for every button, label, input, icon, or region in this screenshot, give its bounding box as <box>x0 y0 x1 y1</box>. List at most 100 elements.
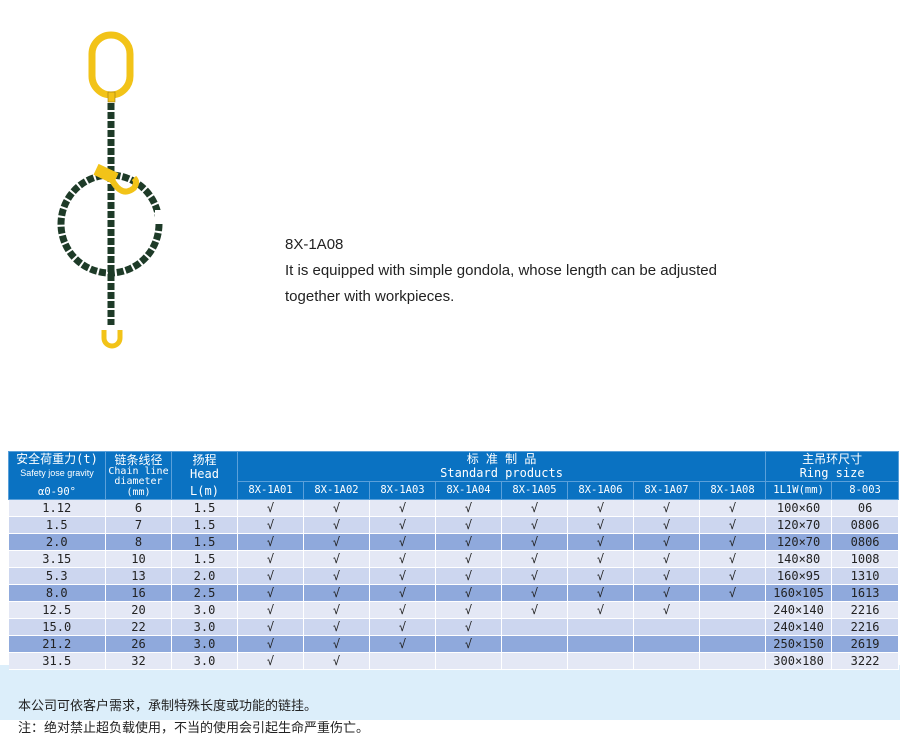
cell-check <box>567 652 634 670</box>
table-row: 2.0 8 1.5 √ √ √ √ √ √ √ √ 120×70 0806 <box>8 533 900 551</box>
cell-check: √ <box>237 584 304 602</box>
cell-check: √ <box>567 533 634 551</box>
cell-load: 3.15 <box>8 550 106 568</box>
cell-check: √ <box>237 550 304 568</box>
cell-check: √ <box>633 499 700 517</box>
cell-diameter: 6 <box>105 499 172 517</box>
cell-load: 5.3 <box>8 567 106 585</box>
table-row: 21.2 26 3.0 √ √ √ √ 250×150 2619 <box>8 635 900 653</box>
cell-load: 15.0 <box>8 618 106 636</box>
cell-diameter: 32 <box>105 652 172 670</box>
cell-check: √ <box>435 533 502 551</box>
cell-ring-size: 250×150 <box>765 635 833 653</box>
cell-diameter: 8 <box>105 533 172 551</box>
cell-load: 2.0 <box>8 533 106 551</box>
cell-check <box>633 635 700 653</box>
master-ring-icon <box>88 31 134 103</box>
cell-ring-size: 160×105 <box>765 584 833 602</box>
cell-check: √ <box>501 533 568 551</box>
note-custom: 本公司可依客户需求，承制特殊长度或功能的链挂。 <box>18 699 318 714</box>
header-load: 安全荷重力(t) Safety jose gravity α0-90° <box>8 451 106 500</box>
header-diameter: 链条线径 Chain line diameter (mm) <box>105 451 172 500</box>
cell-check: √ <box>567 516 634 534</box>
header-diameter-unit: (mm) <box>126 487 151 498</box>
cell-ring-size: 300×180 <box>765 652 833 670</box>
header-standard-cn: 标 准 制 品 <box>466 452 537 467</box>
cell-check <box>567 618 634 636</box>
cell-check: √ <box>369 550 436 568</box>
cell-check: √ <box>303 567 370 585</box>
cell-check: √ <box>369 584 436 602</box>
cell-check <box>501 635 568 653</box>
header-head: 扬程 Head L(m) <box>171 451 238 500</box>
cell-check: √ <box>369 499 436 517</box>
cell-check: √ <box>369 601 436 619</box>
model-header: 8X-1A08 <box>698 480 767 501</box>
cell-check: √ <box>501 516 568 534</box>
table-row: 5.3 13 2.0 √ √ √ √ √ √ √ √ 160×95 1310 <box>8 567 900 585</box>
cell-ring-code: 0806 <box>831 516 900 534</box>
cell-check: √ <box>237 618 304 636</box>
cell-ring-code: 2216 <box>831 618 900 636</box>
cell-check: √ <box>303 550 370 568</box>
cell-diameter: 13 <box>105 567 172 585</box>
product-code: 8X-1A08 <box>285 236 344 253</box>
cell-ring-size: 240×140 <box>765 618 833 636</box>
cell-load: 1.12 <box>8 499 106 517</box>
header-load-angle: α0-90° <box>38 486 76 498</box>
cell-check: √ <box>699 516 767 534</box>
cell-diameter: 20 <box>105 601 172 619</box>
cell-check <box>699 601 767 619</box>
model-header: 8X-1A05 <box>501 480 568 501</box>
cell-diameter: 7 <box>105 516 172 534</box>
cell-check: √ <box>567 584 634 602</box>
cell-ring-size: 120×70 <box>765 516 833 534</box>
cell-check: √ <box>633 550 700 568</box>
cell-check: √ <box>303 635 370 653</box>
cell-head: 1.5 <box>171 533 238 551</box>
cell-check: √ <box>303 618 370 636</box>
cell-check <box>501 618 568 636</box>
cell-check: √ <box>633 584 700 602</box>
cell-check <box>633 618 700 636</box>
cell-diameter: 16 <box>105 584 172 602</box>
cell-ring-size: 120×70 <box>765 533 833 551</box>
cell-head: 1.5 <box>171 550 238 568</box>
cell-check: √ <box>237 567 304 585</box>
cell-check <box>369 652 436 670</box>
notes-background <box>0 665 900 720</box>
table-row: 12.5 20 3.0 √ √ √ √ √ √ √ 240×140 2216 <box>8 601 900 619</box>
description-line-1: It is equipped with simple gondola, whos… <box>285 262 717 279</box>
cell-check <box>699 635 767 653</box>
cell-check: √ <box>567 601 634 619</box>
model-header: 8X-1A02 <box>303 480 370 501</box>
cell-load: 8.0 <box>8 584 106 602</box>
header-ring-cn: 主吊环尺寸 <box>802 452 863 467</box>
cell-check: √ <box>369 567 436 585</box>
cell-check: √ <box>435 550 502 568</box>
cell-head: 3.0 <box>171 601 238 619</box>
cell-check: √ <box>237 635 304 653</box>
cell-check: √ <box>699 533 767 551</box>
cell-ring-code: 1310 <box>831 567 900 585</box>
table-row: 1.5 7 1.5 √ √ √ √ √ √ √ √ 120×70 0806 <box>8 516 900 534</box>
cell-check: √ <box>435 567 502 585</box>
cell-check: √ <box>237 601 304 619</box>
cell-check: √ <box>633 567 700 585</box>
cell-diameter: 26 <box>105 635 172 653</box>
cell-check: √ <box>237 499 304 517</box>
cell-check: √ <box>237 516 304 534</box>
table-row: 31.5 32 3.0 √ √ 300×180 3222 <box>8 652 900 670</box>
cell-check: √ <box>369 516 436 534</box>
model-header: 8X-1A01 <box>237 480 304 501</box>
header-diameter-en1: Chain line <box>108 466 169 477</box>
cell-ring-code: 1613 <box>831 584 900 602</box>
cell-check: √ <box>699 550 767 568</box>
cell-check: √ <box>369 533 436 551</box>
header-standard: 标 准 制 品 Standard products <box>236 451 767 482</box>
cell-check: √ <box>237 652 304 670</box>
cell-check <box>501 652 568 670</box>
model-header: 8X-1A06 <box>567 480 634 501</box>
cell-check: √ <box>435 635 502 653</box>
table-row: 3.15 10 1.5 √ √ √ √ √ √ √ √ 140×80 1008 <box>8 550 900 568</box>
